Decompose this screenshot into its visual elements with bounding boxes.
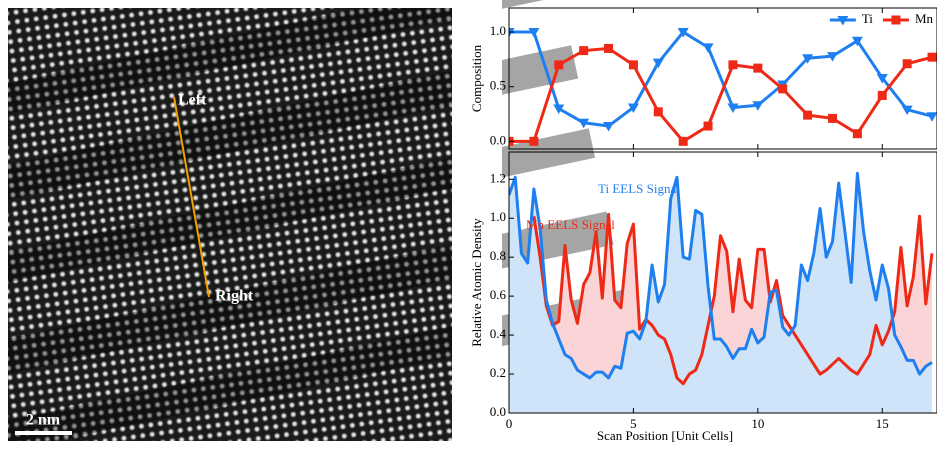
legend-marker (891, 16, 900, 25)
scale-bar-label: 2 nm (26, 412, 61, 429)
marker (753, 64, 762, 73)
legend-label: Ti (862, 11, 873, 26)
plot-area (504, 28, 937, 146)
marker (878, 91, 887, 100)
marker (853, 129, 862, 138)
series-label: Ti EELS Signal (598, 181, 680, 196)
y-tick-label: 1.0 (490, 209, 506, 224)
marker (728, 60, 737, 69)
x-tick-label: 15 (876, 416, 889, 431)
x-tick-label: 0 (506, 416, 513, 431)
marker (554, 60, 563, 69)
marker (927, 112, 937, 122)
scan-start-label: Left (178, 92, 207, 109)
y-tick-label: 0.8 (490, 248, 506, 263)
marker (679, 137, 688, 146)
marker (803, 111, 812, 120)
marker (604, 44, 613, 53)
y-tick-label: 0.2 (490, 365, 506, 380)
marker (579, 46, 588, 55)
marker (928, 53, 937, 62)
y-tick-label: 0.0 (490, 404, 506, 419)
x-tick-label: 10 (751, 416, 764, 431)
marker (778, 84, 787, 93)
chart: Ti EELS Signal Mn EELS Signal 0.0 0.2 0.4 0.6… (469, 152, 937, 443)
y-tick-label: 0.5 (490, 78, 506, 93)
marker (629, 60, 638, 69)
y-tick-label: 1.0 (490, 23, 506, 38)
y-axis-title: Relative Atomic Density (469, 218, 484, 347)
marker (828, 114, 837, 123)
marker (703, 43, 714, 53)
marker (704, 122, 713, 131)
marker (529, 137, 538, 146)
legend-label: Mn (915, 11, 934, 26)
y-axis-title: Composition (469, 44, 484, 112)
y-tick-label: 0.6 (490, 287, 507, 302)
scan-end-label: Right (215, 288, 254, 305)
series-label: Mn EELS Signal (526, 217, 615, 232)
legend: Mn Ti (830, 11, 934, 26)
marker (903, 59, 912, 68)
y-tick-label: 0.4 (490, 326, 507, 341)
x-axis-title: Scan Position [Unit Cells] (597, 428, 733, 443)
y-tick-label: 1.2 (490, 170, 506, 185)
y-tick-label: 0.0 (490, 132, 506, 147)
plot-area (509, 173, 932, 413)
marker (654, 107, 663, 116)
